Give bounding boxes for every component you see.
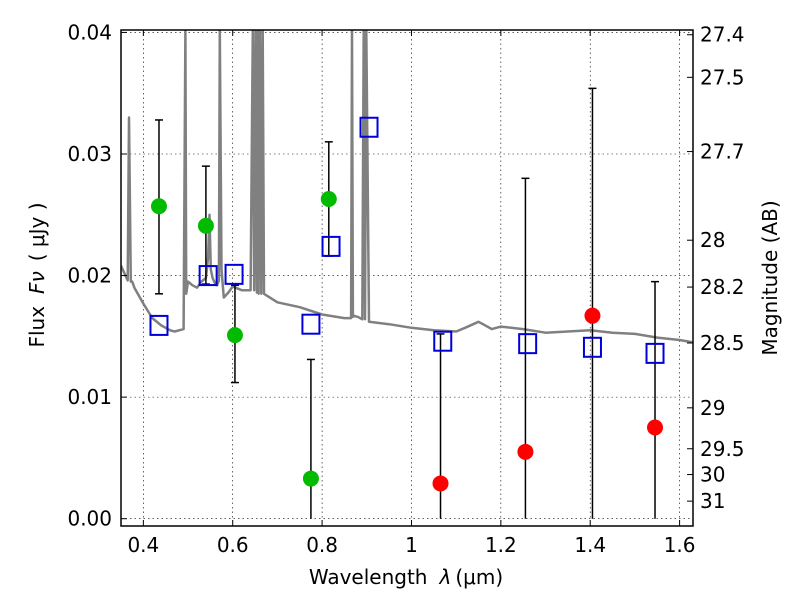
x-tick-label: 0.4 <box>127 533 159 557</box>
y-tick-label: 0.03 <box>67 142 112 166</box>
model-sed-layer <box>121 30 693 344</box>
green-point <box>320 190 337 207</box>
y-axis-label: FluxFν( μJy ) <box>25 202 49 347</box>
mag-tick-label: 27.7 <box>700 140 745 164</box>
y-tick-label: 0.01 <box>67 385 112 409</box>
model-point-square <box>582 336 602 358</box>
model-point-square <box>518 333 538 355</box>
green-point <box>226 327 243 344</box>
model-point-square <box>359 116 379 138</box>
y-tick-label: 0.04 <box>67 20 112 44</box>
red-point <box>647 419 664 436</box>
green-point <box>302 470 319 487</box>
model-point-square <box>301 313 321 335</box>
model-point-square <box>321 235 341 257</box>
x-tick-label: 0.6 <box>217 533 249 557</box>
plot-frame <box>120 29 694 527</box>
mag-tick-label: 30 <box>700 463 725 487</box>
mag-tick-label: 31 <box>700 489 725 513</box>
model-point-square <box>433 330 453 352</box>
model-point-square <box>198 265 218 287</box>
x-tick-label: 1 <box>405 533 418 557</box>
model-sed-line <box>121 30 693 344</box>
model-point-square <box>645 342 665 364</box>
mag-tick-label: 28.2 <box>700 275 745 299</box>
data-markers <box>149 116 665 492</box>
y2-axis-label: Magnitude (AB) <box>758 200 782 355</box>
mag-tick-label: 28 <box>700 228 725 252</box>
mag-tick-label: 29 <box>700 396 725 420</box>
axis-ticks: 0.4 0.6 0.8 1 1.2 1.4 1.6 0.00 0.01 0.02 0.03 0.04 2… <box>67 20 744 557</box>
x-tick-label: 0.8 <box>306 533 338 557</box>
x-tick-label: 1.4 <box>574 533 606 557</box>
green-point <box>150 198 167 215</box>
x-axis-label: Wavelength λ (μm) <box>309 565 503 589</box>
model-point-square <box>224 263 244 285</box>
mag-tick-label: 28.5 <box>700 331 745 355</box>
mag-tick-label: 29.5 <box>700 437 745 461</box>
red-point <box>432 475 449 492</box>
y-tick-label: 0.02 <box>67 264 112 288</box>
x-tick-label: 1.6 <box>664 533 696 557</box>
x-tick-label: 1.2 <box>485 533 517 557</box>
error-bars <box>154 87 660 519</box>
red-point <box>517 443 534 460</box>
mag-tick-label: 27.5 <box>700 65 745 89</box>
red-point <box>584 307 601 324</box>
mag-tick-label: 27.4 <box>700 23 745 47</box>
model-point-square <box>149 314 169 336</box>
green-point <box>197 217 214 234</box>
y-tick-label: 0.00 <box>67 507 112 531</box>
